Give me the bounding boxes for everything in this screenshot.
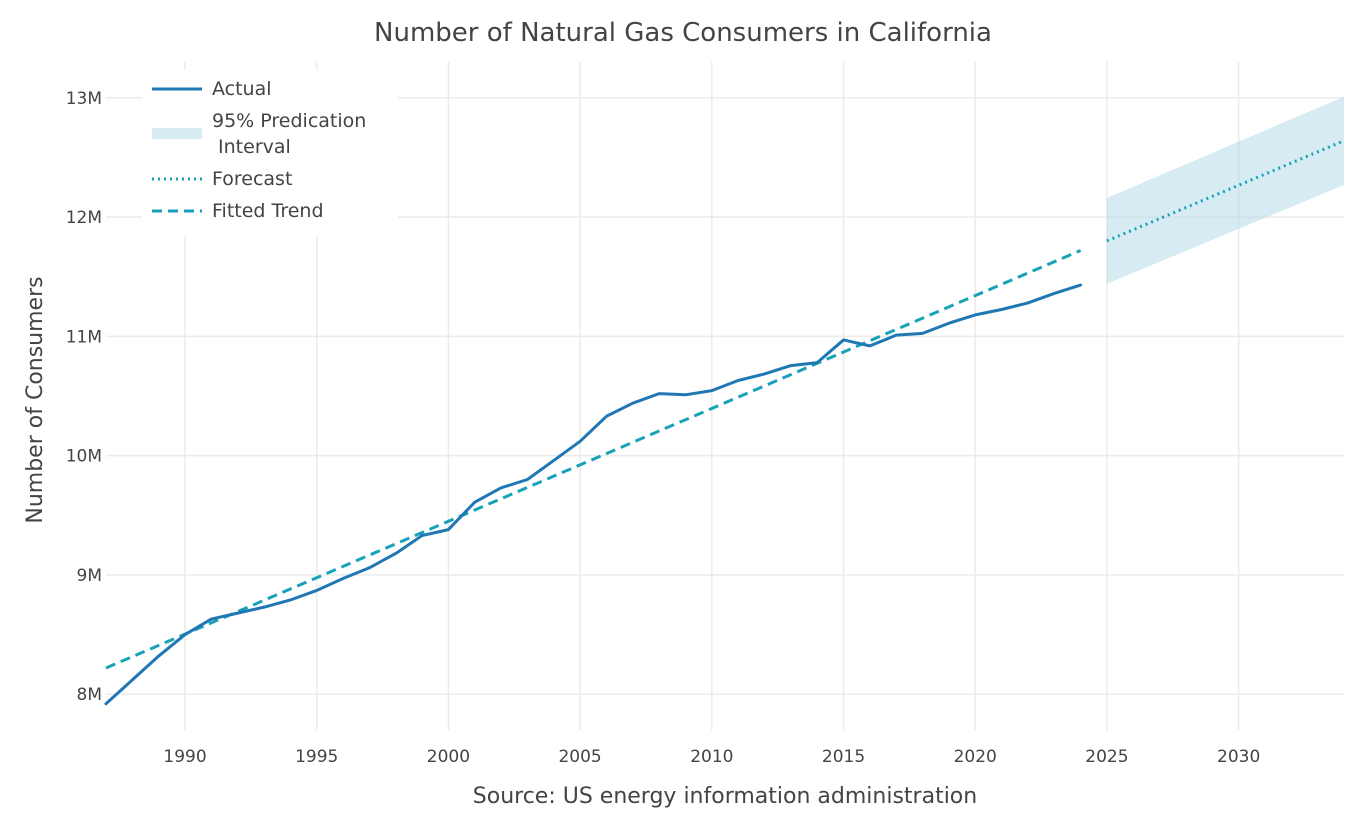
interval-band-layer (1106, 96, 1344, 284)
legend-item-actual[interactable]: Actual (152, 78, 272, 100)
y-axis-ticks: 8M 9M 10M 11M 12M 13M (66, 89, 102, 705)
legend-label-trend: Fitted Trend (212, 200, 324, 222)
legend-swatch-interval (152, 128, 202, 139)
legend-label-interval-line2: Interval (212, 136, 291, 158)
legend-background (142, 70, 398, 236)
legend-item-trend[interactable]: Fitted Trend (152, 200, 324, 222)
y-tick-label-10M: 10M (66, 447, 102, 467)
chart-title: Number of Natural Gas Consumers in Calif… (374, 18, 992, 48)
x-tick-label-1995: 1995 (295, 747, 338, 767)
x-tick-label-2025: 2025 (1085, 747, 1128, 767)
y-axis-title: Number of Consumers (23, 276, 48, 523)
y-tick-label-12M: 12M (66, 208, 102, 228)
legend-label-interval: 95% Predication Interval (212, 110, 421, 158)
x-tick-label-2015: 2015 (822, 747, 865, 767)
interval-band (1106, 96, 1344, 284)
legend-label-interval-line1: 95% Predication (212, 110, 366, 132)
y-tick-label-11M: 11M (66, 327, 102, 347)
x-axis-ticks: 1990 1995 2000 2005 2010 2015 2020 2025 2030 (163, 747, 1260, 767)
x-tick-label-2030: 2030 (1217, 747, 1260, 767)
legend-label-forecast: Forecast (212, 168, 292, 190)
x-tick-label-2020: 2020 (954, 747, 997, 767)
series-line-forecast (1106, 139, 1345, 243)
legend-label-actual: Actual (212, 78, 272, 100)
legend-item-forecast[interactable]: Forecast (152, 168, 292, 190)
x-tick-label-1990: 1990 (163, 747, 206, 767)
series-line-trend (105, 249, 1082, 670)
y-tick-label-9M: 9M (77, 566, 102, 586)
y-tick-label-13M: 13M (66, 89, 102, 109)
series-layer (104, 139, 1345, 706)
legend-item-interval[interactable]: 95% Predication Interval (152, 110, 421, 158)
x-tick-label-2005: 2005 (558, 747, 601, 767)
x-tick-label-2000: 2000 (427, 747, 470, 767)
legend[interactable]: Actual 95% Predication Interval Forecast… (142, 70, 421, 236)
series-line-actual (104, 283, 1083, 706)
x-tick-label-2010: 2010 (690, 747, 733, 767)
y-tick-label-8M: 8M (77, 685, 102, 705)
x-axis-title: Source: US energy information administra… (473, 784, 977, 809)
